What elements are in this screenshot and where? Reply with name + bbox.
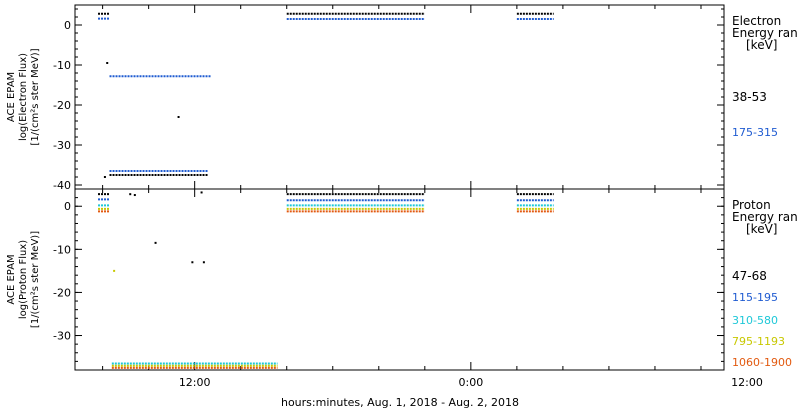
legend-title: [keV]: [746, 222, 777, 236]
y-tick-label: 0: [64, 19, 71, 32]
y-tick-label: -20: [53, 99, 71, 112]
legend-entry: 47-68: [732, 269, 767, 283]
y-tick-label: -30: [53, 139, 71, 152]
y-tick-label: -40: [53, 179, 71, 192]
series-175-315: [98, 17, 554, 172]
y-tick-label: -30: [53, 330, 71, 343]
data-point: [113, 269, 116, 272]
y-tick-label: -20: [53, 286, 71, 299]
x-tick-label: 12:00: [179, 376, 211, 389]
series-310-580: [98, 204, 554, 365]
legend-entry: 115-195: [732, 291, 778, 304]
data-point: [177, 116, 180, 118]
x-tick-label: 12:00: [731, 376, 763, 389]
legend-title: Energy ran: [732, 210, 798, 224]
series-115-195: [98, 198, 554, 202]
data-point: [200, 191, 203, 194]
legend-title: [keV]: [746, 38, 777, 52]
proton-panel: 0 -10 -20 -30 ACE EPAM log(Proton Flux) [1/(cm…: [6, 188, 798, 371]
data-point: [133, 194, 136, 197]
data-point: [202, 261, 205, 264]
x-axis-label: hours:minutes, Aug. 1, 2018 - Aug. 2, 20…: [281, 396, 519, 409]
legend-entry: 175-315: [732, 126, 778, 139]
y-axis-label: [1/(cm²s ster MeV)]: [30, 231, 41, 328]
legend-entry: 1060-1900: [732, 356, 792, 369]
y-axis-label: [1/(cm²s ster MeV)]: [30, 48, 41, 145]
legend-title: Energy ran: [732, 26, 798, 40]
y-tick-label: -10: [53, 243, 71, 256]
legend-entry: 795-1193: [732, 335, 785, 348]
data-point: [129, 193, 132, 196]
plot-frame: [74, 4, 725, 190]
y-axis-label: ACE EPAM: [6, 254, 17, 304]
series-1060-1900: [98, 210, 554, 369]
legend-title: Proton: [732, 198, 771, 212]
data-point: [154, 241, 157, 244]
legend-entry: 38-53: [732, 90, 767, 104]
y-tick-label: -10: [53, 59, 71, 72]
x-tick-label: 0:00: [458, 376, 483, 389]
y-axis-label: log(Proton Flux): [18, 240, 29, 319]
plot-frame: [74, 188, 725, 371]
data-point: [103, 176, 106, 178]
series-38-53: [98, 12, 554, 178]
series-47-68: [98, 191, 554, 264]
data-point: [106, 62, 109, 64]
data-point: [191, 261, 194, 264]
legend-title: Electron: [732, 14, 781, 28]
y-tick-label: 0: [64, 200, 71, 213]
y-axis-label: log(Electron Flux): [18, 53, 29, 141]
legend-entry: 310-580: [732, 314, 778, 327]
y-axis-label: ACE EPAM: [6, 72, 17, 122]
series-795-1193: [98, 207, 554, 367]
